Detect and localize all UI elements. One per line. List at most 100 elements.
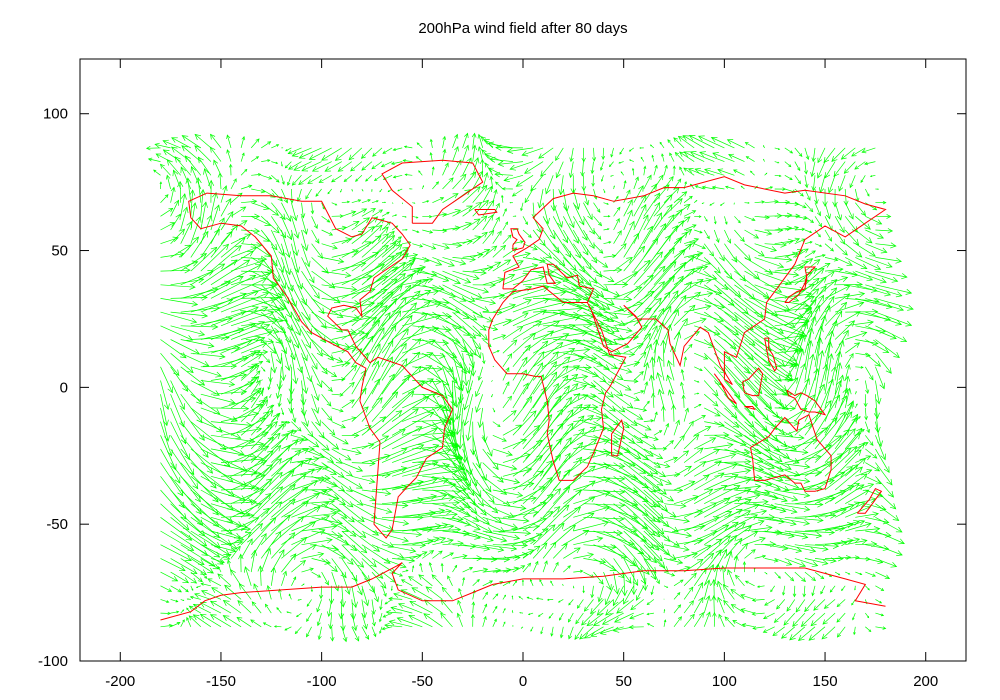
wind-vector xyxy=(522,320,561,340)
wind-vector xyxy=(744,580,755,587)
wind-vector xyxy=(804,599,816,613)
wind-vector xyxy=(804,202,814,213)
wind-vector xyxy=(251,215,272,226)
wind-vector xyxy=(472,157,480,176)
wind-vector xyxy=(562,202,575,229)
wind-vector xyxy=(673,266,704,286)
wind-vector xyxy=(412,202,416,204)
wind-vector xyxy=(408,576,423,587)
wind-vector xyxy=(875,242,897,249)
wind-vector xyxy=(784,530,823,539)
wind-vector xyxy=(502,381,510,395)
x-tick-label: 150 xyxy=(813,673,838,690)
wind-vector xyxy=(288,161,302,170)
wind-vector xyxy=(462,252,484,259)
wind-vector xyxy=(515,175,534,187)
wind-vector xyxy=(844,473,868,491)
wind-vector xyxy=(653,430,663,436)
wind-vector xyxy=(482,309,503,316)
wind-vector xyxy=(623,489,661,523)
wind-vector xyxy=(381,342,407,381)
wind-vector xyxy=(724,380,756,418)
wind-vector xyxy=(774,405,796,412)
wind-vector xyxy=(170,421,190,461)
wind-vector xyxy=(724,474,763,481)
wind-vector xyxy=(724,257,746,282)
wind-vector xyxy=(492,489,524,498)
wind-vector xyxy=(442,242,463,248)
coastline xyxy=(750,413,832,492)
wind-vector xyxy=(562,188,570,213)
wind-vector xyxy=(502,260,524,272)
wind-vector xyxy=(402,339,436,354)
wind-vector xyxy=(180,339,215,349)
wind-vector xyxy=(200,259,238,286)
wind-vector xyxy=(613,206,621,217)
wind-vector xyxy=(452,133,459,149)
wind-vector xyxy=(160,585,173,592)
wind-vector xyxy=(422,243,437,250)
wind-vector xyxy=(250,421,278,450)
wind-vector xyxy=(381,230,395,244)
wind-vector xyxy=(713,243,725,262)
wind-vector xyxy=(694,298,725,309)
wind-vector xyxy=(688,135,715,149)
wind-vector xyxy=(704,407,721,417)
wind-vector xyxy=(402,215,407,218)
wind-vector xyxy=(717,596,725,614)
wind-vector xyxy=(522,562,532,573)
wind-vector xyxy=(482,462,504,483)
wind-vector xyxy=(190,448,234,483)
wind-vector xyxy=(524,161,544,174)
wind-vector xyxy=(190,407,223,433)
wind-vector xyxy=(371,516,410,526)
wind-vector xyxy=(482,339,492,348)
wind-vector xyxy=(230,531,252,545)
wind-vector xyxy=(310,202,315,215)
wind-vector xyxy=(613,448,654,477)
wind-vector xyxy=(630,599,645,611)
wind-vector xyxy=(865,558,884,565)
wind-vector xyxy=(422,214,433,219)
wind-vector xyxy=(689,151,715,162)
wind-vector xyxy=(542,486,571,518)
wind-vector xyxy=(422,284,456,298)
wind-vector xyxy=(875,270,908,280)
wind-vector xyxy=(495,181,504,190)
wind-vector xyxy=(643,503,670,528)
wind-vector xyxy=(855,216,871,230)
wind-vector xyxy=(684,277,713,286)
wind-vector xyxy=(583,448,624,457)
wind-vector xyxy=(477,366,484,381)
wind-vector xyxy=(563,284,606,310)
wind-vector xyxy=(284,161,292,169)
wind-vector xyxy=(533,284,578,293)
wind-vector xyxy=(734,298,784,334)
wind-vector xyxy=(764,544,789,551)
wind-vector xyxy=(311,530,344,539)
wind-vector xyxy=(301,366,309,395)
wind-vector xyxy=(714,284,749,315)
wind-vector xyxy=(261,174,273,180)
wind-vector xyxy=(663,209,683,231)
wind-vector xyxy=(512,263,539,272)
wind-vector xyxy=(522,545,541,559)
wind-vector xyxy=(552,383,579,409)
wind-vector xyxy=(341,544,365,568)
wind-vector xyxy=(563,512,595,532)
wind-vector xyxy=(683,530,718,546)
wind-vector xyxy=(429,138,433,148)
wind-vector xyxy=(619,147,624,155)
wind-vector xyxy=(653,203,673,231)
wind-vector xyxy=(610,174,614,177)
wind-vector xyxy=(180,462,219,503)
wind-vector xyxy=(422,325,461,344)
wind-vector xyxy=(865,435,874,447)
wind-vector xyxy=(656,372,665,395)
wind-vector xyxy=(492,542,528,549)
wind-vector xyxy=(172,169,182,190)
wind-vector xyxy=(371,188,373,192)
wind-vector xyxy=(402,264,427,272)
wind-vector xyxy=(653,214,675,244)
wind-vector xyxy=(754,257,785,269)
